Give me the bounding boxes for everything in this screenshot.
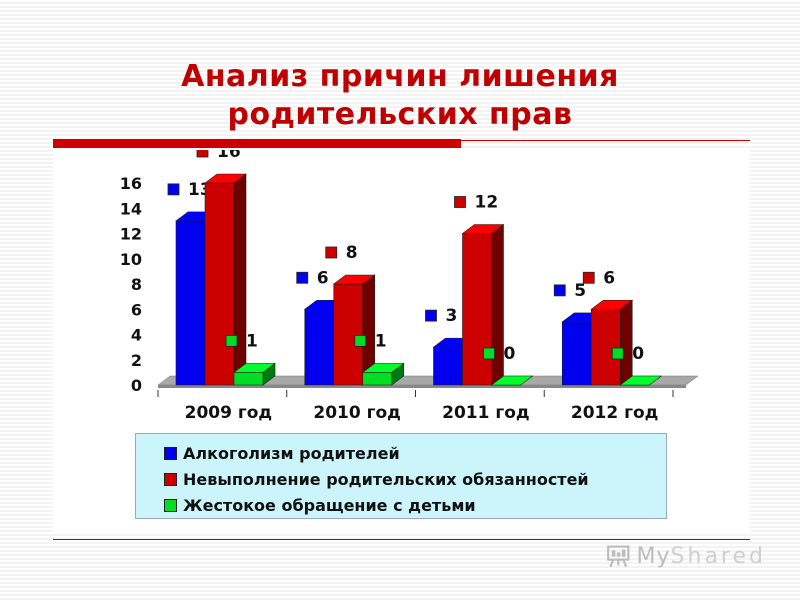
data-label-key <box>483 347 495 360</box>
data-label-key <box>582 271 595 284</box>
data-label-key <box>167 183 180 196</box>
data-label: 1 <box>375 331 387 351</box>
bar-front <box>561 321 592 386</box>
legend-label-alcoholism: Алкоголизм родителей <box>183 443 400 463</box>
chart-legend: Алкоголизм родителей Невыполнение родите… <box>135 433 667 519</box>
y-tick-label: 14 <box>120 199 142 218</box>
logo-text: MyShared <box>637 544 766 569</box>
slide-title-line-1: Анализ причин лишения <box>181 59 619 94</box>
bar-top <box>233 363 276 373</box>
bar-2-3: 12 <box>454 193 505 386</box>
legend-label-abuse: Жестокое обращение с детьми <box>183 495 476 515</box>
bar-2-4: 6 <box>582 268 634 386</box>
data-label-key <box>196 150 209 158</box>
bar-top <box>490 375 534 386</box>
x-tick-label: 2010 год <box>313 403 401 423</box>
data-label: 1 <box>246 331 258 351</box>
legend-item-neglect: Невыполнение родительских обязанностей <box>164 466 666 492</box>
data-label: 6 <box>317 268 329 288</box>
bar-front <box>462 233 492 386</box>
footer-line <box>53 539 750 540</box>
bar-3-4: 0 <box>611 344 663 386</box>
bar-side <box>491 223 504 386</box>
data-label: 6 <box>603 268 615 288</box>
x-tick-label: 2011 год <box>442 403 530 423</box>
bar-front <box>590 308 621 386</box>
legend-swatch-neglect <box>164 472 177 486</box>
y-tick-label: 0 <box>131 376 142 395</box>
data-label-key <box>611 347 624 360</box>
bar-side <box>619 299 633 386</box>
y-tick-label: 10 <box>120 250 142 269</box>
legend-swatch-abuse <box>164 498 177 512</box>
legend-swatch-alcoholism <box>164 446 177 460</box>
legend-label-neglect: Невыполнение родительских обязанностей <box>183 469 589 489</box>
slide-title-line-2: родительских прав <box>227 97 573 132</box>
bar-front <box>333 283 364 386</box>
title-underline-thick <box>53 139 461 148</box>
bar-front <box>175 220 206 386</box>
bar-front <box>433 346 463 386</box>
y-tick-label: 6 <box>131 300 142 319</box>
legend-item-alcoholism: Алкоголизм родителей <box>164 440 666 466</box>
bar-2-1: 16 <box>196 150 247 386</box>
logo-text-rest: Shared <box>670 543 766 569</box>
logo-text-main: My <box>636 543 671 569</box>
bar-front <box>204 182 235 386</box>
chart-floor-edge <box>158 385 686 388</box>
x-tick-label: 2009 год <box>185 403 273 423</box>
x-tick-label: 2012 год <box>571 403 659 423</box>
data-label: 16 <box>217 150 241 162</box>
bar-top <box>204 173 247 184</box>
legend-item-abuse: Жестокое обращение с детьми <box>164 492 666 518</box>
data-label: 3 <box>446 306 458 326</box>
data-label: 0 <box>504 344 516 364</box>
data-label-key <box>454 196 466 208</box>
y-tick-label: 16 <box>120 174 142 193</box>
y-tick-label: 12 <box>120 225 142 244</box>
data-label: 8 <box>346 243 358 263</box>
data-label-key <box>553 284 566 297</box>
data-label: 5 <box>574 281 586 301</box>
bar-top <box>461 224 505 234</box>
data-label-key <box>354 334 367 347</box>
y-tick-label: 2 <box>131 351 142 370</box>
data-label-key <box>425 309 437 322</box>
data-label: 12 <box>475 193 499 213</box>
bar-3-3: 0 <box>483 344 534 386</box>
bar-top <box>332 274 376 285</box>
data-label-key <box>296 271 309 284</box>
bar-side <box>233 173 247 386</box>
data-label-key <box>325 246 338 259</box>
bar-front <box>304 308 335 386</box>
bar-3-1: 1 <box>225 331 276 386</box>
bar-top <box>619 375 663 386</box>
bar-3-2: 1 <box>354 331 405 386</box>
bar-top <box>361 363 405 373</box>
y-tick-label: 4 <box>131 326 142 345</box>
y-tick-label: 8 <box>131 275 142 294</box>
presentation-board-icon <box>607 545 630 568</box>
slide-title: Анализ причин лишения родительских прав <box>0 58 800 134</box>
bar-front <box>233 372 264 386</box>
bar-front <box>362 372 393 386</box>
data-label-key <box>225 334 238 347</box>
myshared-logo: MyShared <box>606 537 766 575</box>
data-label: 0 <box>632 344 644 364</box>
bar-top <box>590 299 634 310</box>
